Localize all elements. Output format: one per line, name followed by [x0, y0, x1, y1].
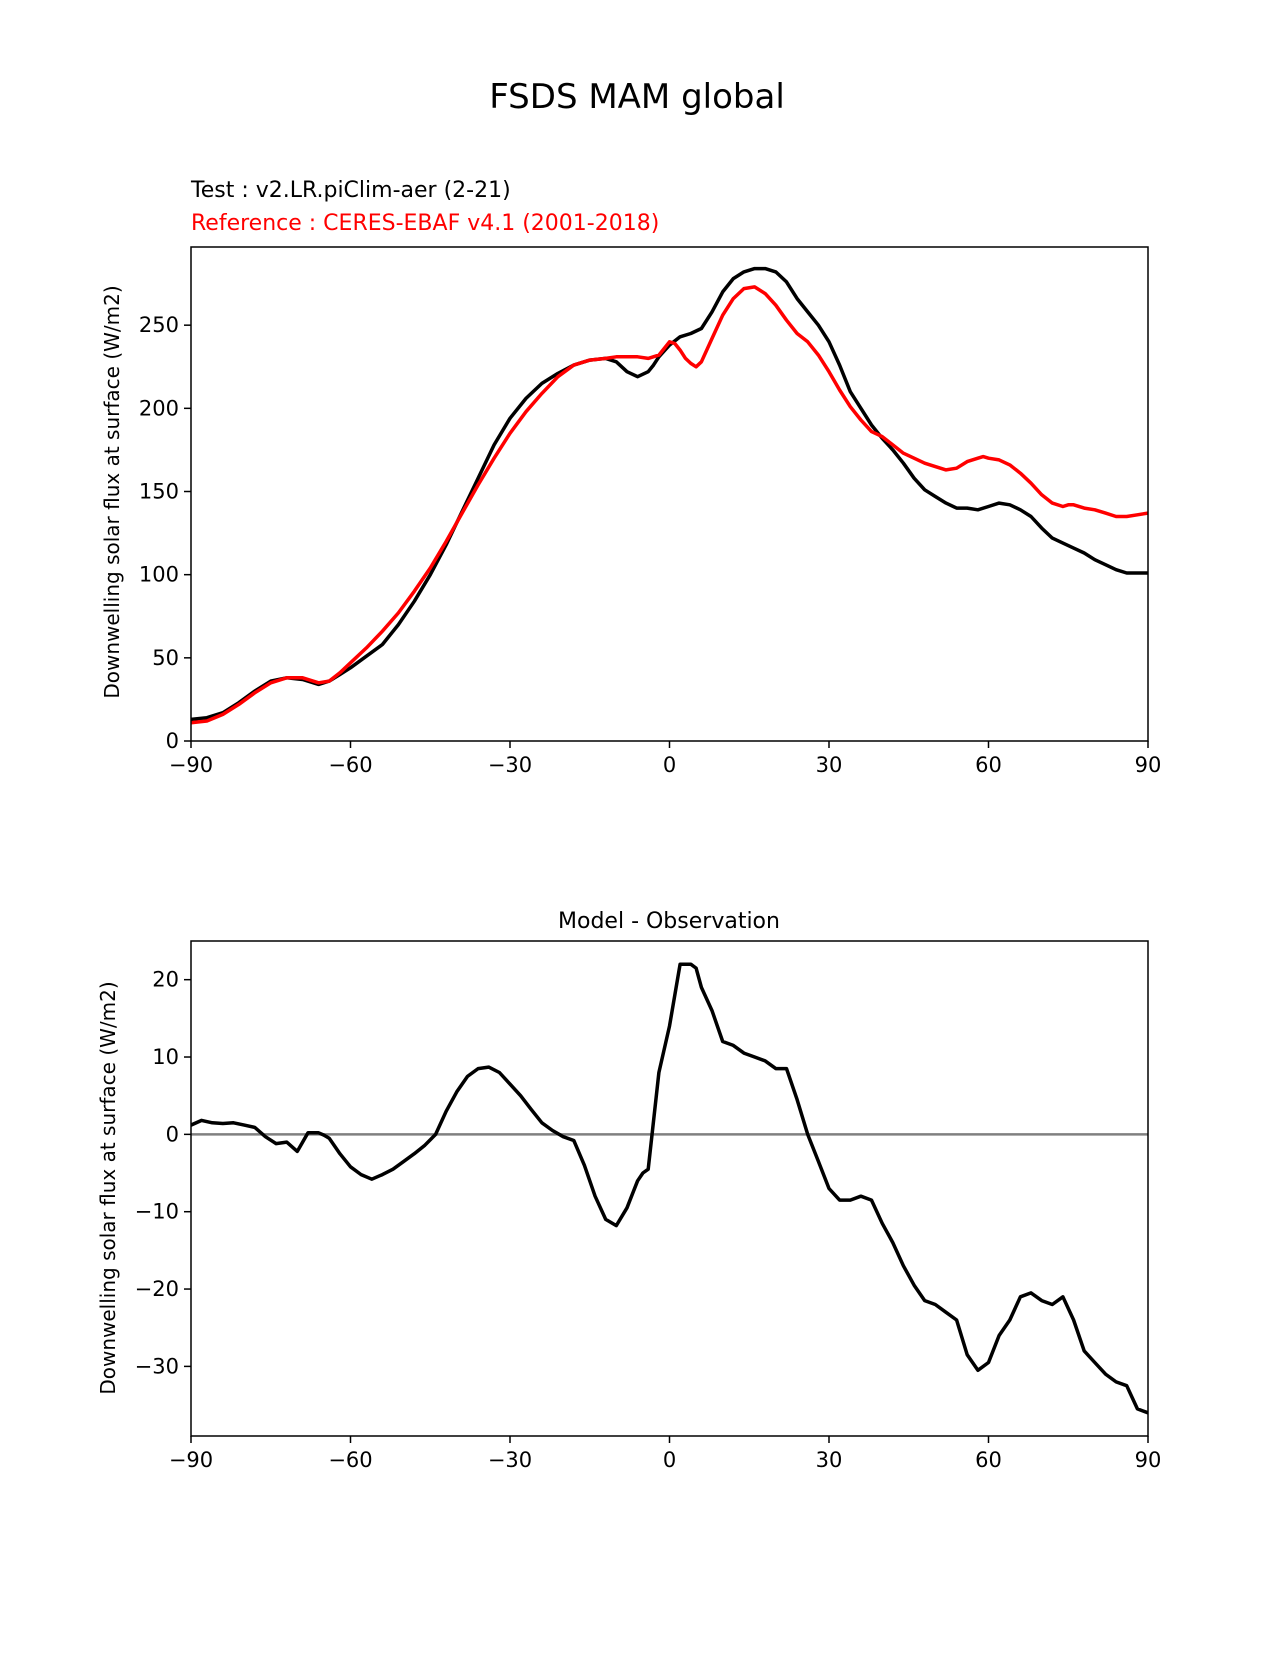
bottom-y-tick-label: −30	[135, 1354, 179, 1378]
bottom-series-line-0	[191, 962, 1148, 1415]
bottom-y-tick-label: 10	[152, 1045, 179, 1069]
top-y-tick-label: 0	[166, 729, 179, 753]
top-y-tick-label: 100	[139, 563, 179, 587]
bottom-y-tick-label: −10	[135, 1200, 179, 1224]
top-ylabel: Downwelling solar flux at surface (W/m2)	[100, 285, 124, 698]
top-series-line-0	[191, 266, 1148, 722]
bottom-x-tick-label: 90	[1135, 1448, 1162, 1472]
difference-plot: −90 −60 −30 0 30 60 90 −30 −20 −10 0 10 20	[135, 940, 1162, 1472]
top-x-tick-label: −60	[328, 753, 372, 777]
top-axes-frame	[190, 246, 1149, 742]
top-x-tick-label: −90	[169, 753, 213, 777]
bottom-x-tick-label: 60	[975, 1448, 1002, 1472]
reference-label: Reference : CERES-EBAF v4.1 (2001-2018)	[191, 211, 659, 236]
diff-panel-title: Model - Observation	[558, 909, 780, 934]
bottom-x-tick-label: −30	[488, 1448, 532, 1472]
top-y-tick-label: 200	[139, 396, 179, 420]
top-y-tick-label: 150	[139, 480, 179, 504]
bottom-x-tick-label: 0	[663, 1448, 676, 1472]
top-x-tick-label: 30	[816, 753, 843, 777]
figure-suptitle: FSDS MAM global	[489, 77, 785, 117]
top-x-tick-label: 0	[663, 753, 676, 777]
climatology-plot: −90 −60 −30 0 30 60 90 0 50 100 150 200 250	[139, 246, 1162, 777]
bottom-axes-frame	[190, 940, 1149, 1437]
top-y-tick-label: 50	[152, 646, 179, 670]
bottom-y-tick-label: 20	[152, 968, 179, 992]
bottom-ylabel: Downwelling solar flux at surface (W/m2)	[96, 981, 120, 1394]
top-x-tick-label: 60	[975, 753, 1002, 777]
top-y-tick-label: 250	[139, 313, 179, 337]
bottom-x-tick-label: 30	[816, 1448, 843, 1472]
top-x-tick-label: 90	[1135, 753, 1162, 777]
bottom-y-tick-label: −20	[135, 1277, 179, 1301]
bottom-x-tick-label: −60	[328, 1448, 372, 1472]
test-label: Test : v2.LR.piClim-aer (2-21)	[190, 178, 511, 203]
bottom-y-tick-label: 0	[166, 1122, 179, 1146]
bottom-x-tick-label: −90	[169, 1448, 213, 1472]
top-series-line-1	[191, 285, 1148, 725]
top-x-tick-label: −30	[488, 753, 532, 777]
